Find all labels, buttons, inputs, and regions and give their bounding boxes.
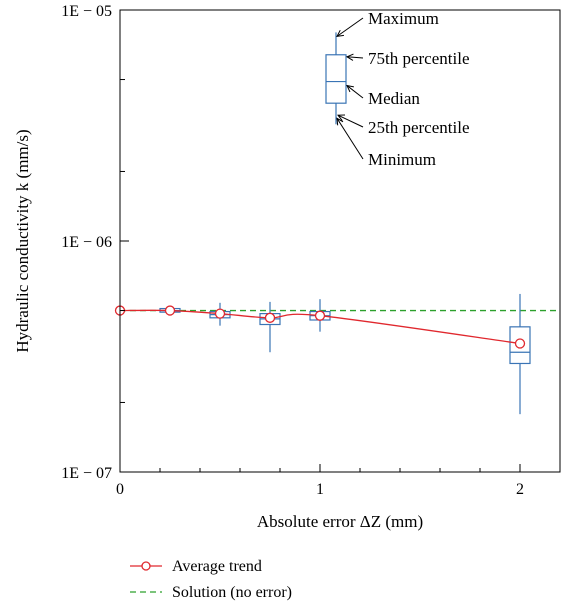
- x-tick-label: 2: [516, 481, 524, 498]
- example-box: [325, 32, 347, 125]
- legend-label: Solution (no error): [172, 584, 292, 601]
- annotation-label: Minimum: [368, 150, 436, 169]
- annotation-label: 25th percentile: [368, 118, 470, 137]
- average-trend-point: [164, 305, 176, 316]
- annotation-arrowhead: [346, 84, 354, 93]
- annotation-arrow: [336, 118, 364, 160]
- annotation-label: Median: [368, 89, 420, 108]
- average-trend-point: [214, 308, 226, 319]
- average-trend-point: [514, 338, 526, 349]
- series: [114, 305, 526, 349]
- y-tick-label: 1E − 07: [61, 465, 112, 482]
- y-tick-label: 1E − 05: [61, 3, 112, 20]
- box-plot: [509, 293, 531, 415]
- annotation-arrowhead: [337, 114, 346, 122]
- legend-label: Average trend: [172, 558, 262, 575]
- annotation-label: 75th percentile: [368, 49, 470, 68]
- average-trend-point: [264, 312, 276, 323]
- axes: 0 1 2 1E − 05 1E − 06 1E − 07: [61, 3, 561, 498]
- legend-item: Average trend: [130, 558, 262, 575]
- annotation-arrowhead: [336, 117, 344, 126]
- annotation-arrow: [336, 17, 364, 37]
- annotation-label: Maximum: [368, 9, 439, 28]
- x-tick-label: 0: [116, 481, 124, 498]
- annotation-arrow: [346, 85, 364, 99]
- y-axis-label: Hydraulic conductivity k (mm/s): [13, 129, 32, 352]
- box-plot: [259, 301, 281, 353]
- box-iqr: [325, 54, 347, 104]
- x-tick-label: 1: [316, 481, 324, 498]
- annotation-arrow: [337, 114, 364, 128]
- annotation-arrow: [346, 56, 364, 59]
- example-box-annotation: Maximum 75th percentile Median 25th percent…: [325, 9, 470, 169]
- average-trend-point: [314, 310, 326, 321]
- annotation-arrowhead: [345, 53, 354, 61]
- y-tick-label: 1E − 06: [61, 234, 112, 251]
- legend-item: Solution (no error): [130, 584, 292, 601]
- annotation-arrowhead: [336, 29, 344, 38]
- legend-marker-swatch: [141, 561, 151, 571]
- legend: Average trend Solution (no error): [130, 558, 292, 601]
- x-axis-label: Absolute error ΔZ (mm): [257, 512, 423, 531]
